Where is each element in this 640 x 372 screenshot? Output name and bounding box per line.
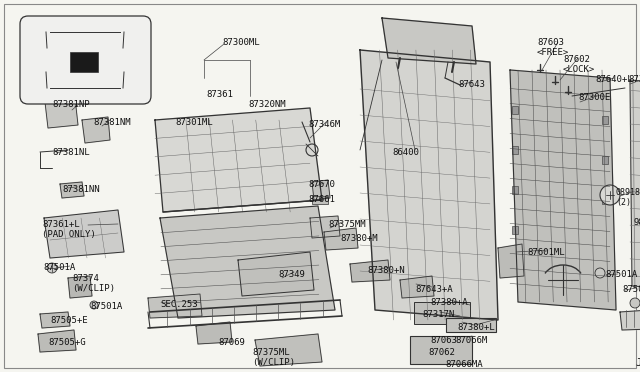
Circle shape xyxy=(47,263,57,273)
FancyBboxPatch shape xyxy=(20,16,151,104)
Bar xyxy=(512,226,518,234)
Text: 87320NM: 87320NM xyxy=(248,100,285,109)
Bar xyxy=(446,318,496,332)
Text: 87381NL: 87381NL xyxy=(52,148,90,157)
Text: 87301ML: 87301ML xyxy=(175,118,212,127)
Polygon shape xyxy=(310,216,340,238)
Text: 87380+A: 87380+A xyxy=(430,298,468,307)
Circle shape xyxy=(595,268,605,278)
Text: 87640+L: 87640+L xyxy=(595,75,632,84)
Text: 87317N: 87317N xyxy=(422,310,454,319)
Text: <LOCK>: <LOCK> xyxy=(563,65,595,74)
Bar xyxy=(512,106,518,114)
Text: 87375ML: 87375ML xyxy=(252,348,290,357)
Polygon shape xyxy=(620,308,640,330)
Polygon shape xyxy=(40,312,70,328)
Text: <FREE>: <FREE> xyxy=(537,48,569,57)
Text: 87346M: 87346M xyxy=(308,120,340,129)
Polygon shape xyxy=(400,276,434,298)
Polygon shape xyxy=(160,206,335,318)
Bar xyxy=(512,146,518,154)
Polygon shape xyxy=(510,70,616,310)
Text: 87361: 87361 xyxy=(206,90,233,99)
Bar xyxy=(602,156,608,164)
Text: 87505+G: 87505+G xyxy=(48,338,86,347)
Polygon shape xyxy=(82,117,110,143)
Text: (W/CLIP): (W/CLIP) xyxy=(252,358,295,367)
Text: 87066M: 87066M xyxy=(455,336,487,345)
Bar xyxy=(414,302,470,324)
Text: 87349: 87349 xyxy=(278,270,305,279)
Circle shape xyxy=(90,301,98,309)
Text: 985H1: 985H1 xyxy=(634,218,640,227)
Text: 87069: 87069 xyxy=(218,338,245,347)
Text: 87380+M: 87380+M xyxy=(340,234,378,243)
Text: 87063: 87063 xyxy=(430,336,457,345)
Polygon shape xyxy=(44,210,124,258)
Bar xyxy=(312,196,328,204)
Text: SEC.253: SEC.253 xyxy=(160,300,198,309)
Bar xyxy=(602,116,608,124)
Text: 87062: 87062 xyxy=(428,348,455,357)
Text: 87505+F: 87505+F xyxy=(622,285,640,294)
Polygon shape xyxy=(255,334,322,366)
Text: 87661: 87661 xyxy=(308,195,335,204)
Text: 87670: 87670 xyxy=(308,180,335,189)
Text: 87602: 87602 xyxy=(563,55,590,64)
Polygon shape xyxy=(498,244,524,278)
Polygon shape xyxy=(38,330,76,352)
Bar xyxy=(512,186,518,194)
Text: 87505+E: 87505+E xyxy=(50,316,88,325)
Polygon shape xyxy=(350,260,390,282)
Polygon shape xyxy=(148,294,202,318)
Text: 87381NP: 87381NP xyxy=(52,100,90,109)
Text: 87643: 87643 xyxy=(458,80,485,89)
Text: (W/CLIP): (W/CLIP) xyxy=(72,284,115,293)
Bar xyxy=(602,196,608,204)
Bar xyxy=(70,52,98,72)
Polygon shape xyxy=(312,180,330,200)
Text: 87375MM: 87375MM xyxy=(328,220,365,229)
Polygon shape xyxy=(324,228,358,250)
Polygon shape xyxy=(382,18,476,64)
Polygon shape xyxy=(60,182,84,198)
Polygon shape xyxy=(155,108,322,212)
Text: 87380+L: 87380+L xyxy=(457,323,495,332)
Polygon shape xyxy=(360,50,498,320)
Text: 87300E: 87300E xyxy=(578,93,611,102)
Text: 86400: 86400 xyxy=(392,148,419,157)
Text: 87374: 87374 xyxy=(72,274,99,283)
Text: 87601ML: 87601ML xyxy=(527,248,564,257)
Text: 87381NM: 87381NM xyxy=(93,118,131,127)
Bar xyxy=(47,32,123,88)
Text: 87380E: 87380E xyxy=(628,75,640,84)
Text: 87643+A: 87643+A xyxy=(415,285,452,294)
Polygon shape xyxy=(68,276,92,298)
Text: 87501A: 87501A xyxy=(43,263,76,272)
Text: 87066MA: 87066MA xyxy=(445,360,483,369)
Text: (PAD ONLY): (PAD ONLY) xyxy=(42,230,96,239)
Polygon shape xyxy=(196,322,232,344)
Polygon shape xyxy=(238,252,314,296)
Polygon shape xyxy=(630,80,640,290)
Text: J87001QX: J87001QX xyxy=(635,358,640,368)
Polygon shape xyxy=(45,98,78,128)
Text: 87380+N: 87380+N xyxy=(367,266,404,275)
Text: 87361+L: 87361+L xyxy=(42,220,79,229)
Bar xyxy=(410,336,472,364)
Text: 87381NN: 87381NN xyxy=(62,185,100,194)
Text: (2): (2) xyxy=(616,198,631,207)
Circle shape xyxy=(630,298,640,308)
Circle shape xyxy=(600,185,620,205)
Text: 87603: 87603 xyxy=(537,38,564,47)
Text: 08918-60610: 08918-60610 xyxy=(616,188,640,197)
Text: 87300ML: 87300ML xyxy=(222,38,260,47)
Text: 87501A: 87501A xyxy=(605,270,637,279)
Text: 87501A: 87501A xyxy=(90,302,122,311)
